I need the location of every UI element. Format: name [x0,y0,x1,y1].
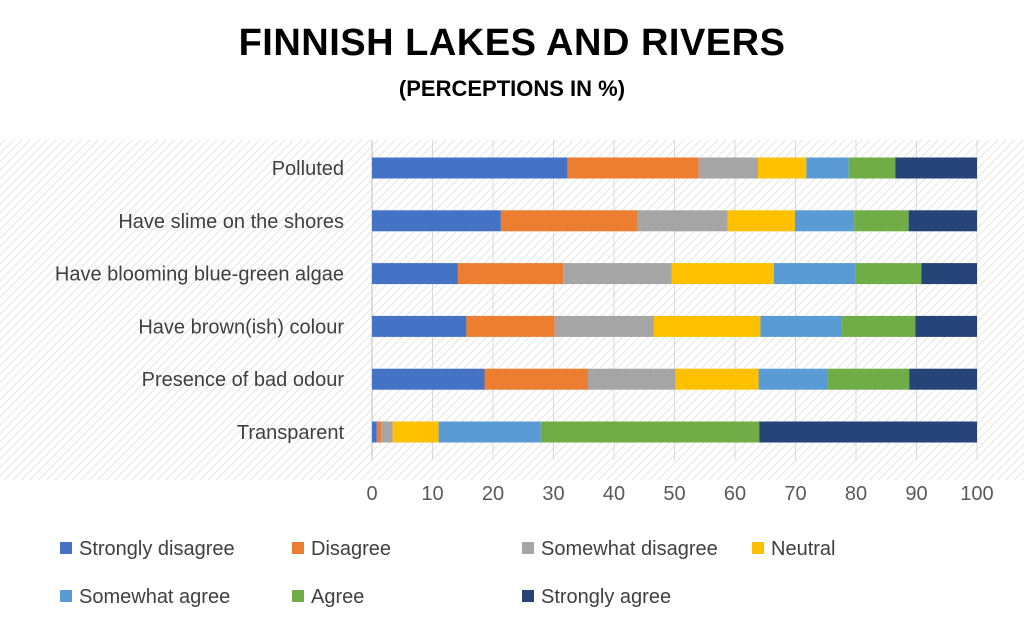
bar-segment [653,315,761,337]
bar-segment [895,157,977,179]
legend-swatch [292,542,304,554]
chart-title: FINNISH LAKES AND RIVERS [238,22,786,64]
legend-label: Somewhat agree [79,586,230,608]
bar-segment [500,210,637,232]
legend-swatch [60,590,72,602]
legend-label: Somewhat disagree [541,538,718,560]
bar-segment [636,210,728,232]
legend-swatch [292,590,304,602]
bar-segment [372,315,467,337]
x-tick-label: 10 [421,483,443,505]
bar-segment [806,157,849,179]
x-tick-label: 80 [845,483,867,505]
category-label: Polluted [272,158,344,180]
bar-segment [457,263,564,285]
x-tick-label: 50 [663,483,685,505]
x-tick-label: 70 [784,483,806,505]
legend-label: Strongly disagree [79,538,235,560]
bar-segment [842,315,916,337]
x-tick-label: 90 [905,483,927,505]
bar-segment [675,368,759,390]
category-label: Presence of bad odour [142,369,345,391]
bar-segment [773,263,856,285]
x-tick-label: 30 [542,483,564,505]
bar-segment [759,421,977,443]
bar-segment [554,315,654,337]
bar-segment [466,315,555,337]
legend-label: Agree [311,586,364,608]
bar-segment [854,210,909,232]
bar-segment [438,421,541,443]
bar-segment [909,368,977,390]
bar-segment [484,368,588,390]
bar-segment [671,263,774,285]
legend-label: Strongly agree [541,586,671,608]
bar-segment [540,421,760,443]
bar-segment [381,421,393,443]
bar-segment [757,157,807,179]
bar-segment [392,421,439,443]
bar-segment [827,368,910,390]
legend-swatch [60,542,72,554]
x-tick-label: 100 [960,483,993,505]
bar-segment [372,421,377,443]
bar-segment [758,368,828,390]
category-label: Have brown(ish) colour [138,316,344,338]
x-tick-label: 60 [724,483,746,505]
legend-label: Neutral [771,538,835,560]
bar-segment [848,157,896,179]
bar-segment [567,157,699,179]
legend-swatch [522,542,534,554]
category-label: Have slime on the shores [118,211,344,233]
bar-segment [372,210,501,232]
bar-segment [760,315,843,337]
bar-segment [587,368,676,390]
chart-subtitle: (PERCEPTIONS IN %) [398,76,626,101]
bar-segment [727,210,795,232]
category-label: Have blooming blue-green algae [55,264,344,286]
bar-segment [563,263,672,285]
bar-segment [372,368,485,390]
legend-swatch [752,542,764,554]
bar-segment [921,263,977,285]
x-tick-label: 20 [482,483,504,505]
x-tick-label: 0 [366,483,377,505]
bar-segment [908,210,977,232]
category-label: Transparent [237,422,345,444]
bar-segment [698,157,758,179]
legend-label: Disagree [311,538,391,560]
bar-segment [372,263,458,285]
bar-segment [794,210,855,232]
legend-swatch [522,590,534,602]
bar-segment [372,157,568,179]
x-tick-label: 40 [603,483,625,505]
bar-segment [376,421,382,443]
bar-segment [855,263,922,285]
bar-segment [915,315,977,337]
